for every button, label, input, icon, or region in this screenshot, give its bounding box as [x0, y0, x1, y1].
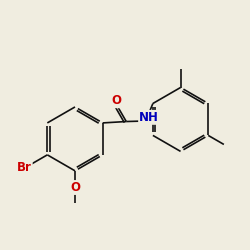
Text: NH: NH [139, 111, 159, 124]
Text: Br: Br [17, 161, 32, 174]
Text: O: O [112, 94, 122, 107]
Text: O: O [70, 181, 81, 194]
